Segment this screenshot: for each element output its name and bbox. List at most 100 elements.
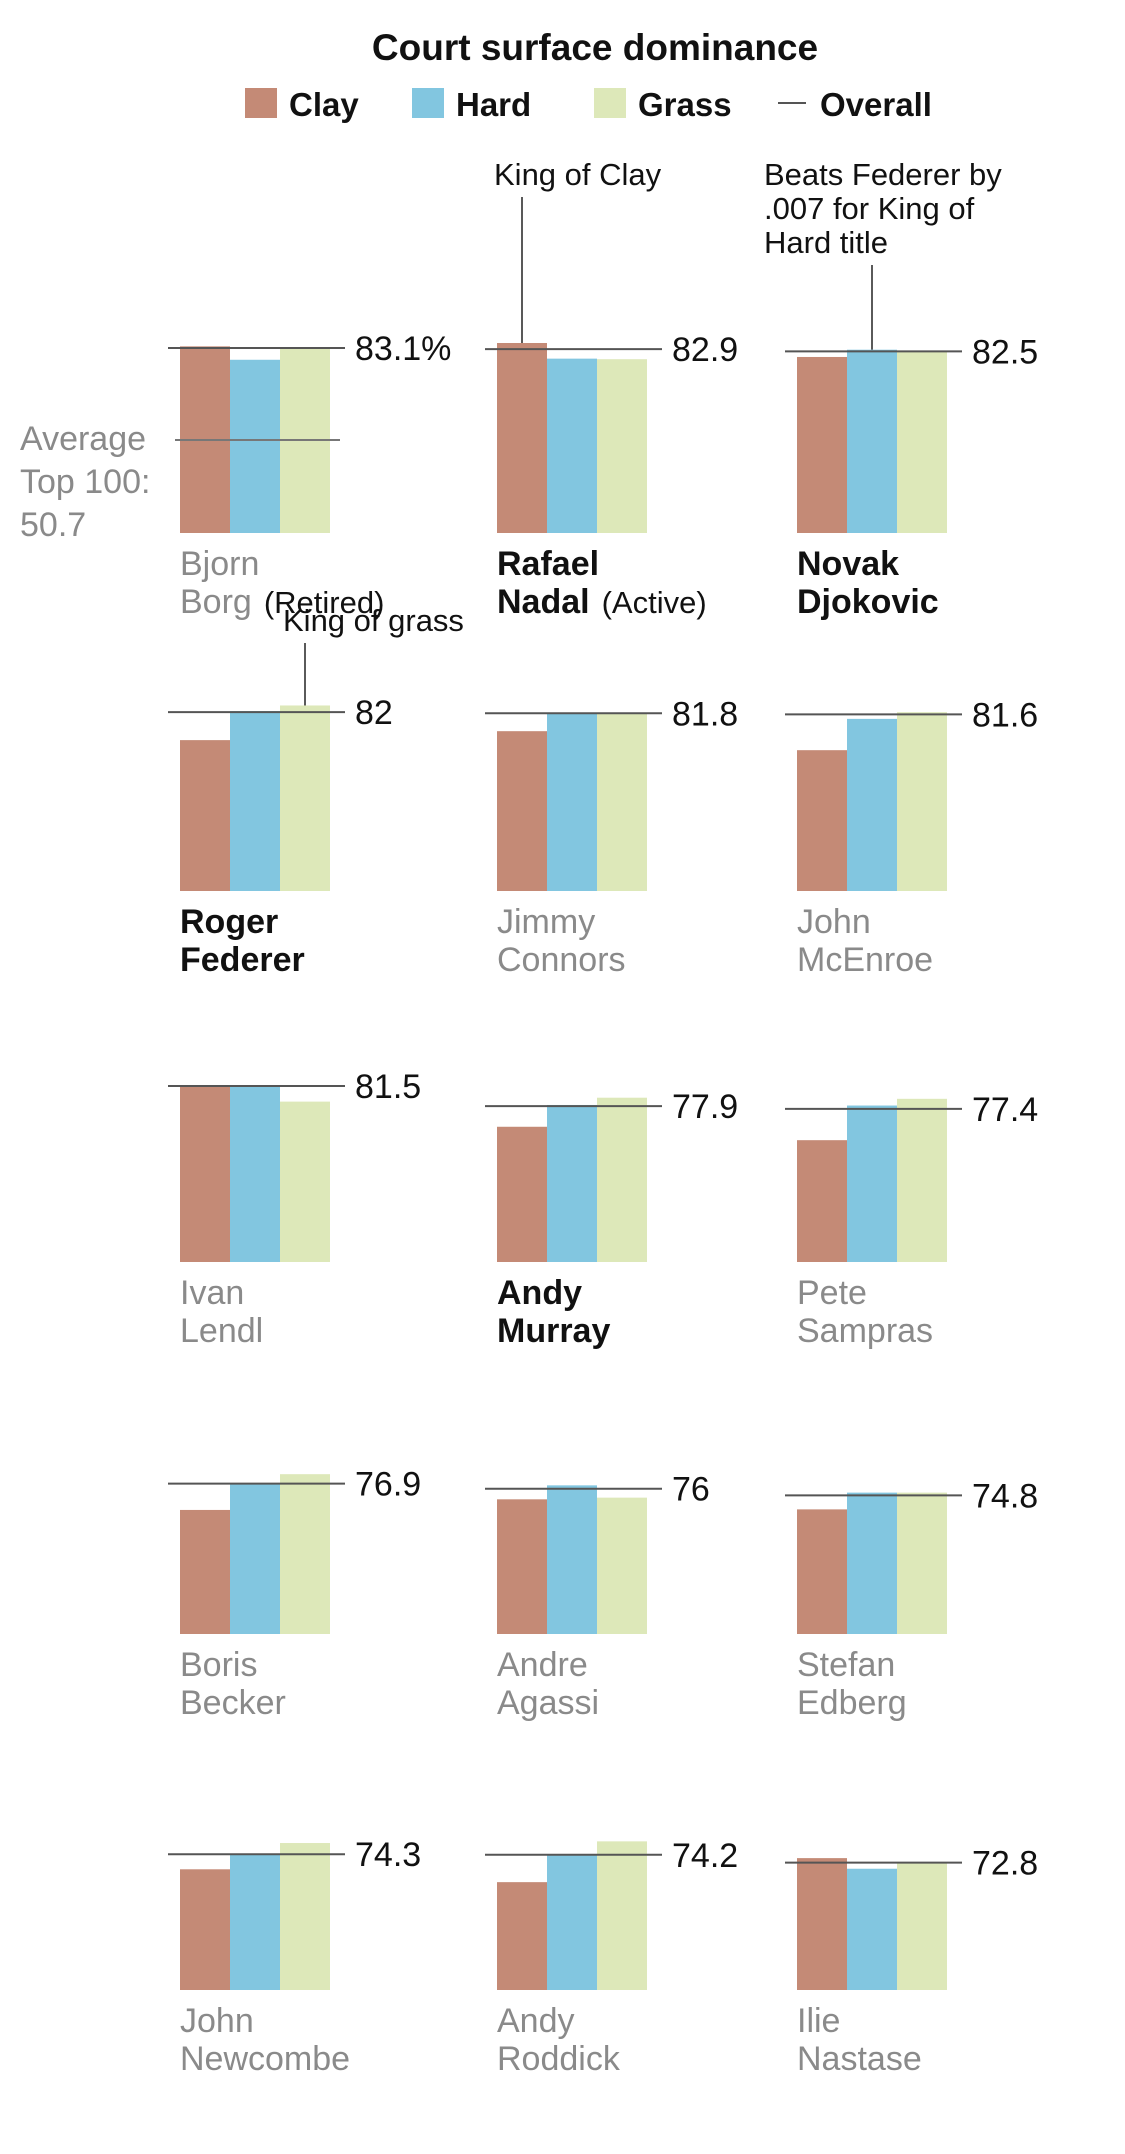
player-first-name-pete-sampras: Pete — [797, 1274, 867, 1312]
annotation-rafael-nadal: King of Clay — [494, 157, 662, 343]
player-first-name-jimmy-connors: Jimmy — [497, 903, 595, 941]
player-status-rafael-nadal: (Active) — [602, 585, 707, 620]
average-top100: Average Top 100: 50.7 — [20, 420, 340, 544]
overall-value-andy-roddick: 74.2 — [672, 1837, 738, 1875]
bar-clay-roger-federer — [180, 740, 230, 891]
player-last-name-ivan-lendl: Lendl — [180, 1312, 263, 1350]
player-first-name-andy-roddick: Andy — [497, 2002, 575, 2040]
player-last-name-andy-roddick: Roddick — [497, 2040, 621, 2078]
player-last-name-ilie-nastase: Nastase — [797, 2040, 922, 2078]
bar-hard-andy-roddick — [547, 1854, 597, 1990]
bar-grass-andy-murray — [597, 1097, 647, 1262]
legend-label-grass: Grass — [638, 86, 732, 123]
bar-grass-roger-federer — [280, 705, 330, 891]
overall-value-ivan-lendl: 81.5 — [355, 1068, 421, 1106]
bar-clay-novak-djokovic — [797, 356, 847, 533]
legend-label-overall: Overall — [820, 86, 932, 123]
overall-value-jimmy-connors: 81.8 — [672, 695, 738, 733]
overall-value-rafael-nadal: 82.9 — [672, 331, 738, 369]
player-last-name-john-mcenroe: McEnroe — [797, 941, 933, 979]
bar-clay-andre-agassi — [497, 1499, 547, 1634]
bar-hard-rafael-nadal — [547, 358, 597, 533]
chart-title: Court surface dominance — [372, 27, 818, 68]
player-first-name-john-mcenroe: John — [797, 903, 871, 941]
overall-value-andre-agassi: 76 — [672, 1471, 710, 1509]
annotation-line-rafael-nadal-0: King of Clay — [494, 157, 662, 192]
bar-hard-novak-djokovic — [847, 349, 897, 533]
annotations: King of Clay Beats Federer by.007 for Kin… — [283, 157, 1002, 706]
bar-clay-boris-becker — [180, 1509, 230, 1634]
legend-label-clay: Clay — [289, 86, 359, 123]
overall-value-stefan-edberg: 74.8 — [972, 1477, 1038, 1515]
bar-grass-john-mcenroe — [897, 712, 947, 891]
player-first-name-andy-murray: Andy — [497, 1274, 582, 1312]
player-last-name-rafael-nadal: Nadal — [497, 583, 590, 621]
average-label-line-1: Top 100: — [20, 463, 150, 501]
player-first-name-ilie-nastase: Ilie — [797, 2002, 840, 2040]
overall-value-andy-murray: 77.9 — [672, 1088, 738, 1126]
annotation-line-novak-djokovic-2: Hard title — [764, 225, 888, 260]
average-label-line-0: Average — [20, 420, 146, 458]
player-last-name-roger-federer: Federer — [180, 941, 305, 979]
bar-clay-rafael-nadal — [497, 343, 547, 533]
bar-hard-ilie-nastase — [847, 1868, 897, 1990]
bar-grass-andy-roddick — [597, 1841, 647, 1990]
player-first-name-john-newcombe: John — [180, 2002, 254, 2040]
player-first-name-boris-becker: Boris — [180, 1646, 257, 1684]
overall-value-boris-becker: 76.9 — [355, 1466, 421, 1504]
bar-clay-andy-murray — [497, 1126, 547, 1262]
legend: Clay Hard Grass Overall — [245, 86, 932, 123]
legend-swatch-grass — [594, 88, 626, 118]
player-first-name-roger-federer: Roger — [180, 903, 278, 941]
bar-clay-jimmy-connors — [497, 731, 547, 891]
player-last-name-andy-murray: Murray — [497, 1312, 610, 1350]
bar-grass-ivan-lendl — [280, 1101, 330, 1262]
bar-hard-john-mcenroe — [847, 718, 897, 891]
player-status-bjorn-borg: (Retired) — [264, 585, 385, 620]
bar-grass-jimmy-connors — [597, 713, 647, 891]
player-last-name-jimmy-connors: Connors — [497, 941, 626, 979]
player-last-name-pete-sampras: Sampras — [797, 1312, 933, 1350]
legend-label-hard: Hard — [456, 86, 531, 123]
bar-hard-bjorn-borg — [230, 359, 280, 533]
player-first-name-novak-djokovic: Novak — [797, 545, 899, 583]
bar-clay-andy-roddick — [497, 1882, 547, 1990]
legend-swatch-hard — [412, 88, 444, 118]
overall-value-john-newcombe: 74.3 — [355, 1836, 421, 1874]
player-last-name-boris-becker: Becker — [180, 1684, 286, 1722]
bar-clay-stefan-edberg — [797, 1509, 847, 1634]
bar-hard-andre-agassi — [547, 1485, 597, 1634]
bar-clay-john-mcenroe — [797, 750, 847, 891]
bar-hard-roger-federer — [230, 711, 280, 891]
bar-hard-john-newcombe — [230, 1854, 280, 1990]
overall-value-pete-sampras: 77.4 — [972, 1091, 1038, 1129]
bar-grass-pete-sampras — [897, 1098, 947, 1262]
annotation-line-roger-federer-0: King of grass — [283, 603, 464, 638]
annotation-line-novak-djokovic-1: .007 for King of — [764, 191, 975, 226]
player-last-name-stefan-edberg: Edberg — [797, 1684, 907, 1722]
bar-hard-ivan-lendl — [230, 1085, 280, 1262]
legend-swatch-clay — [245, 88, 277, 118]
player-last-name-andre-agassi: Agassi — [497, 1684, 599, 1722]
bar-hard-boris-becker — [230, 1483, 280, 1634]
overall-value-bjorn-borg: 83.1% — [355, 330, 451, 368]
bar-grass-boris-becker — [280, 1474, 330, 1634]
player-first-name-ivan-lendl: Ivan — [180, 1274, 244, 1312]
